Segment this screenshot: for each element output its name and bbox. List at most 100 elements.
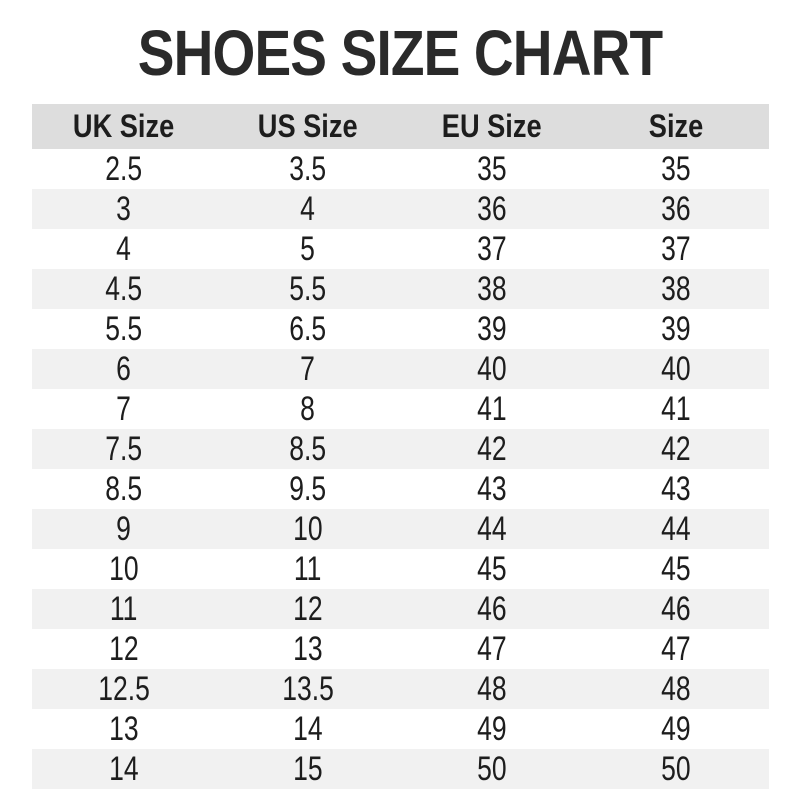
- size-value: 13.5: [282, 669, 334, 708]
- size-value: 7: [300, 349, 316, 388]
- size-cell: 46: [584, 589, 768, 629]
- column-header-label: UK Size: [72, 108, 175, 144]
- table-row: 7.5 8.5 42 42: [31, 429, 769, 469]
- size-cell: 5.5: [32, 309, 216, 349]
- table-row: 11 12 46 46: [31, 589, 769, 629]
- size-value: 36: [477, 189, 507, 228]
- size-value: 5.5: [289, 269, 327, 308]
- size-value: 12: [293, 589, 323, 628]
- table-row: 8.5 9.5 43 43: [32, 469, 769, 509]
- size-cell: 4: [216, 189, 400, 229]
- size-value: 4.5: [105, 269, 143, 308]
- size-value: 13: [293, 629, 323, 668]
- size-cell: 42: [400, 429, 584, 469]
- size-value: 40: [477, 349, 507, 388]
- size-cell: 7: [32, 389, 216, 429]
- table-row: 14 15 50 50: [31, 749, 769, 789]
- size-value: 12: [108, 629, 139, 668]
- size-cell: 6.5: [216, 309, 400, 349]
- size-cell: 35: [584, 149, 768, 189]
- table-row: 6 7 40 40: [31, 349, 769, 389]
- size-value: 48: [477, 669, 507, 708]
- size-cell: 47: [584, 629, 768, 669]
- size-value: 50: [477, 749, 507, 788]
- size-cell: 38: [584, 269, 768, 309]
- page-title: SHOES SIZE CHART: [137, 17, 663, 89]
- size-cell: 45: [400, 549, 584, 589]
- column-header-label: EU Size: [442, 108, 543, 144]
- size-cell: 48: [584, 669, 768, 709]
- size-value: 37: [661, 229, 692, 268]
- size-cell: 11: [216, 549, 400, 589]
- size-cell: 47: [400, 629, 584, 669]
- size-value: 15: [293, 749, 323, 788]
- size-value: 3: [116, 189, 131, 228]
- size-cell: 12: [32, 629, 216, 669]
- size-value: 9.5: [289, 469, 327, 508]
- column-header: US Size: [215, 104, 400, 149]
- size-cell: 9.5: [216, 469, 400, 509]
- table-row: 9 10 44 44: [31, 509, 769, 549]
- column-header-label: Size: [649, 108, 704, 144]
- size-cell: 12.5: [32, 669, 216, 709]
- size-value: 7: [116, 389, 131, 428]
- size-cell: 44: [400, 509, 584, 549]
- size-cell: 37: [400, 229, 584, 269]
- size-value: 10: [293, 509, 323, 548]
- size-value: 49: [661, 709, 692, 748]
- size-cell: 4: [32, 229, 216, 269]
- size-cell: 35: [400, 149, 584, 189]
- size-cell: 43: [400, 469, 584, 509]
- size-cell: 41: [584, 389, 768, 429]
- column-header: UK Size: [31, 104, 216, 149]
- size-cell: 8.5: [216, 429, 400, 469]
- size-value: 47: [477, 629, 507, 668]
- size-cell: 40: [584, 349, 768, 389]
- size-value: 5.5: [105, 309, 143, 348]
- size-value: 4: [116, 229, 131, 268]
- size-value: 8.5: [105, 469, 143, 508]
- size-cell: 36: [400, 189, 584, 229]
- table-row: 4 5 37 37: [32, 229, 769, 269]
- size-table: UK Size US Size EU Size Size 2.5 3.5 35 35 3 4 36…: [31, 104, 769, 789]
- size-cell: 4.5: [32, 269, 216, 309]
- size-table-body: 2.5 3.5 35 35 3 4 36 36 4 5 37 37 4.5 5.5 38 38 5.5 6.5 39…: [31, 149, 769, 789]
- size-value: 47: [661, 629, 692, 668]
- size-cell: 38: [400, 269, 584, 309]
- table-row: 4.5 5.5 38 38: [31, 269, 769, 309]
- size-value: 8.5: [289, 429, 327, 468]
- size-cell: 6: [32, 349, 216, 389]
- table-row: 12 13 47 47: [32, 629, 769, 669]
- table-row: 13 14 49 49: [32, 709, 769, 749]
- size-value: 46: [477, 589, 507, 628]
- size-value: 6: [116, 349, 131, 388]
- size-cell: 8: [216, 389, 400, 429]
- table-row: 5.5 6.5 39 39: [32, 309, 769, 349]
- size-value: 10: [108, 549, 139, 588]
- size-value: 2.5: [105, 149, 143, 188]
- size-value: 44: [661, 509, 692, 548]
- size-value: 42: [477, 429, 507, 468]
- size-value: 46: [661, 589, 692, 628]
- size-value: 49: [477, 709, 507, 748]
- size-cell: 7: [216, 349, 400, 389]
- size-value: 50: [661, 749, 692, 788]
- size-cell: 5: [216, 229, 400, 269]
- size-cell: 37: [584, 229, 768, 269]
- size-value: 3.5: [289, 149, 327, 188]
- size-value: 38: [477, 269, 507, 308]
- size-value: 39: [477, 309, 507, 348]
- size-value: 13: [108, 709, 139, 748]
- size-cell: 46: [400, 589, 584, 629]
- size-value: 39: [661, 309, 692, 348]
- size-cell: 15: [216, 749, 400, 789]
- size-value: 7.5: [105, 429, 143, 468]
- size-value: 12.5: [97, 669, 150, 708]
- size-cell: 45: [584, 549, 768, 589]
- size-table-head: UK Size US Size EU Size Size: [31, 104, 769, 149]
- header-row: UK Size US Size EU Size Size: [31, 104, 769, 149]
- size-cell: 9: [32, 509, 216, 549]
- size-cell: 39: [400, 309, 584, 349]
- size-value: 11: [109, 589, 138, 628]
